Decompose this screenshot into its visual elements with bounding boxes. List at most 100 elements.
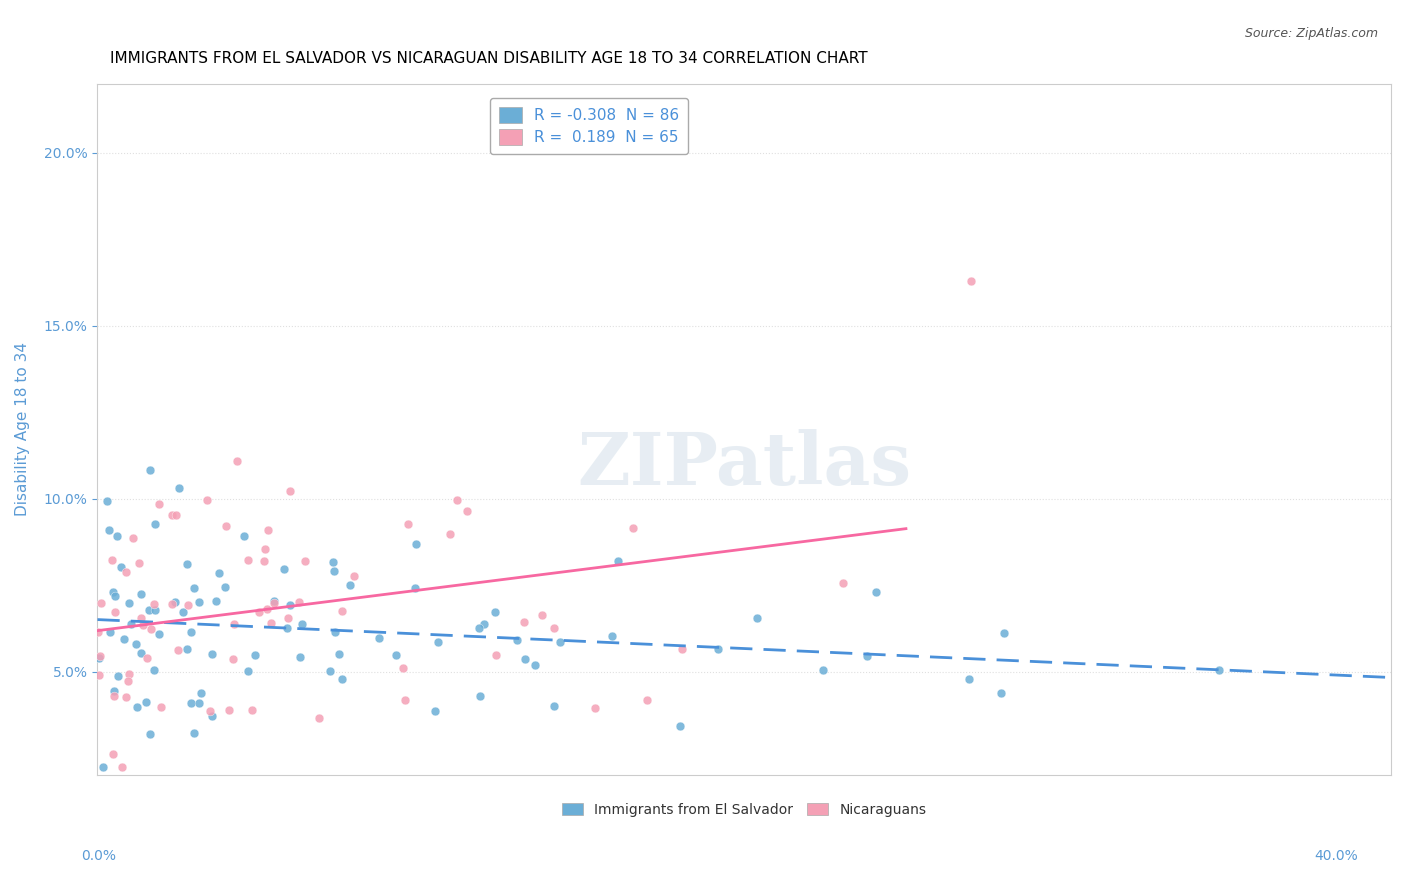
Point: [195, 492, 218, 507]
Point: [180, 625, 202, 640]
Point: [543, 621, 565, 635]
Point: [115, 690, 138, 704]
Point: [105, 529, 128, 543]
Point: [96, 493, 118, 508]
Point: [484, 605, 506, 619]
Point: [98, 523, 121, 537]
Point: [993, 626, 1015, 640]
Point: [855, 648, 877, 663]
Point: [148, 497, 170, 511]
Point: [112, 632, 135, 646]
Point: [288, 650, 311, 665]
Point: [240, 703, 263, 717]
Point: [323, 625, 346, 640]
Point: [322, 555, 344, 569]
Point: [600, 629, 623, 643]
Point: [180, 696, 202, 710]
Point: [208, 566, 231, 580]
Point: [513, 651, 536, 665]
Point: [238, 553, 260, 567]
Point: [143, 603, 166, 617]
Point: [832, 575, 855, 590]
Point: [188, 595, 211, 609]
Point: [167, 643, 190, 657]
Point: [456, 504, 478, 518]
Point: [294, 554, 316, 568]
Point: [318, 665, 340, 679]
Point: [101, 584, 124, 599]
Point: [172, 606, 194, 620]
Point: [135, 695, 157, 709]
Point: [278, 484, 301, 499]
Point: [243, 648, 266, 663]
Point: [222, 652, 245, 666]
Point: [142, 597, 165, 611]
Point: [183, 726, 205, 740]
Point: [263, 594, 285, 608]
Point: [87, 625, 110, 640]
Point: [148, 627, 170, 641]
Point: [118, 667, 141, 681]
Point: [485, 648, 508, 662]
Point: [669, 719, 692, 733]
Point: [110, 559, 132, 574]
Point: [139, 463, 162, 477]
Point: [621, 521, 644, 535]
Point: [176, 558, 198, 572]
Text: 0.0%: 0.0%: [82, 849, 115, 863]
Point: [232, 528, 254, 542]
Point: [548, 635, 571, 649]
Point: [200, 704, 222, 718]
Point: [103, 684, 125, 698]
Point: [260, 615, 283, 630]
Point: [273, 562, 295, 576]
Point: [91, 760, 114, 774]
Point: [131, 587, 153, 601]
Point: [439, 527, 461, 541]
Point: [506, 633, 529, 648]
Point: [138, 603, 160, 617]
Point: [671, 641, 693, 656]
Point: [128, 557, 150, 571]
Point: [276, 621, 298, 635]
Point: [959, 672, 981, 686]
Point: [177, 598, 200, 612]
Text: IMMIGRANTS FROM EL SALVADOR VS NICARAGUAN DISABILITY AGE 18 TO 34 CORRELATION CH: IMMIGRANTS FROM EL SALVADOR VS NICARAGUA…: [111, 51, 868, 66]
Point: [339, 578, 361, 592]
Point: [254, 542, 277, 557]
Point: [214, 580, 236, 594]
Point: [636, 693, 658, 707]
Point: [959, 274, 981, 288]
Point: [291, 617, 314, 632]
Point: [367, 631, 389, 645]
Point: [865, 584, 887, 599]
Point: [104, 605, 127, 619]
Point: [163, 595, 186, 609]
Point: [139, 622, 162, 636]
Point: [256, 602, 278, 616]
Point: [132, 617, 155, 632]
Point: [104, 589, 127, 603]
Point: [125, 638, 148, 652]
Point: [143, 517, 166, 532]
Point: [472, 616, 495, 631]
Point: [468, 621, 491, 635]
Point: [222, 617, 245, 632]
Point: [330, 672, 353, 686]
Point: [277, 611, 299, 625]
Point: [427, 635, 450, 649]
Point: [190, 686, 212, 700]
Point: [87, 667, 110, 681]
Point: [328, 647, 350, 661]
Point: [150, 700, 173, 714]
Point: [707, 642, 730, 657]
Text: Source: ZipAtlas.com: Source: ZipAtlas.com: [1244, 27, 1378, 40]
Point: [183, 582, 205, 596]
Point: [125, 699, 148, 714]
Point: [531, 608, 554, 623]
Point: [103, 689, 125, 703]
Point: [160, 508, 183, 522]
Point: [392, 661, 415, 675]
Point: [204, 594, 226, 608]
Point: [136, 651, 159, 665]
